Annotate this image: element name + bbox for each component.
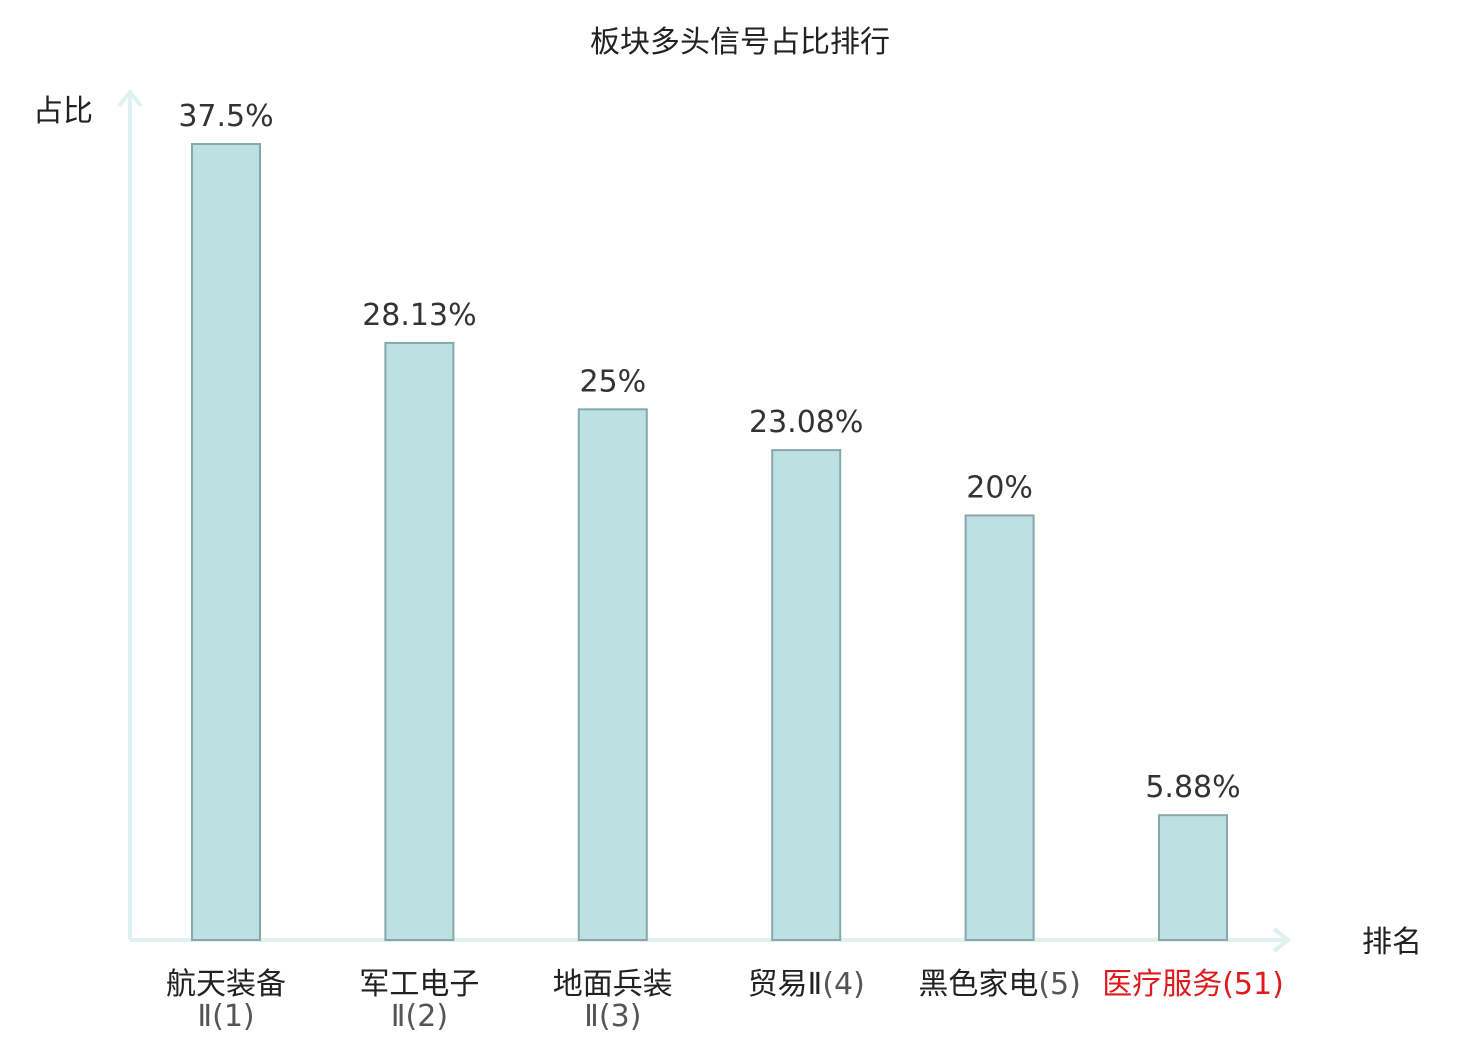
category-rank-1: Ⅱ(1) <box>197 999 254 1034</box>
bar-6 <box>1158 814 1228 941</box>
bars <box>191 143 1228 942</box>
chart-title: 板块多头信号占比排行 <box>590 25 890 60</box>
value-label-5: 20% <box>966 470 1033 505</box>
category-label-3: 地面兵装 <box>553 967 673 1002</box>
bar-3 <box>577 408 648 942</box>
y-axis-arrow <box>117 88 143 108</box>
bar-5 <box>964 514 1035 941</box>
value-labels: 37.5% 28.13% 25% 23.08% 20% 5.88% <box>178 99 1240 805</box>
category-label-5: 黑色家电(5) <box>918 967 1081 1002</box>
value-label-1: 37.5% <box>178 99 273 134</box>
x-axis-arrow <box>1272 927 1292 953</box>
category-name-5: 黑色家电 <box>918 967 1038 1002</box>
category-rank-5: (5) <box>1038 967 1081 1002</box>
bar-2 <box>384 341 455 941</box>
category-label-4: 贸易Ⅱ(4) <box>748 967 865 1002</box>
category-rank-2: Ⅱ(2) <box>391 999 448 1034</box>
value-label-4: 23.08% <box>749 405 863 440</box>
category-name-6: 医疗服务 <box>1102 967 1222 1002</box>
category-label-6: 医疗服务(51) <box>1102 967 1284 1002</box>
category-label-1: 航天装备 <box>166 967 286 1002</box>
value-label-2: 28.13% <box>362 298 476 333</box>
bar-4 <box>771 449 842 941</box>
value-label-3: 25% <box>579 364 646 399</box>
bar-1 <box>191 143 261 941</box>
y-axis-label: 占比 <box>33 94 93 129</box>
axes <box>117 88 1292 953</box>
category-name-4: 贸易Ⅱ <box>748 967 823 1002</box>
x-axis-label: 排名 <box>1362 925 1422 960</box>
category-label-2: 军工电子 <box>359 967 479 1002</box>
value-label-6: 5.88% <box>1145 770 1240 805</box>
category-rank-3: Ⅱ(3) <box>584 999 641 1034</box>
category-rank-6: (51) <box>1222 967 1284 1002</box>
category-rank-4: (4) <box>822 967 865 1002</box>
